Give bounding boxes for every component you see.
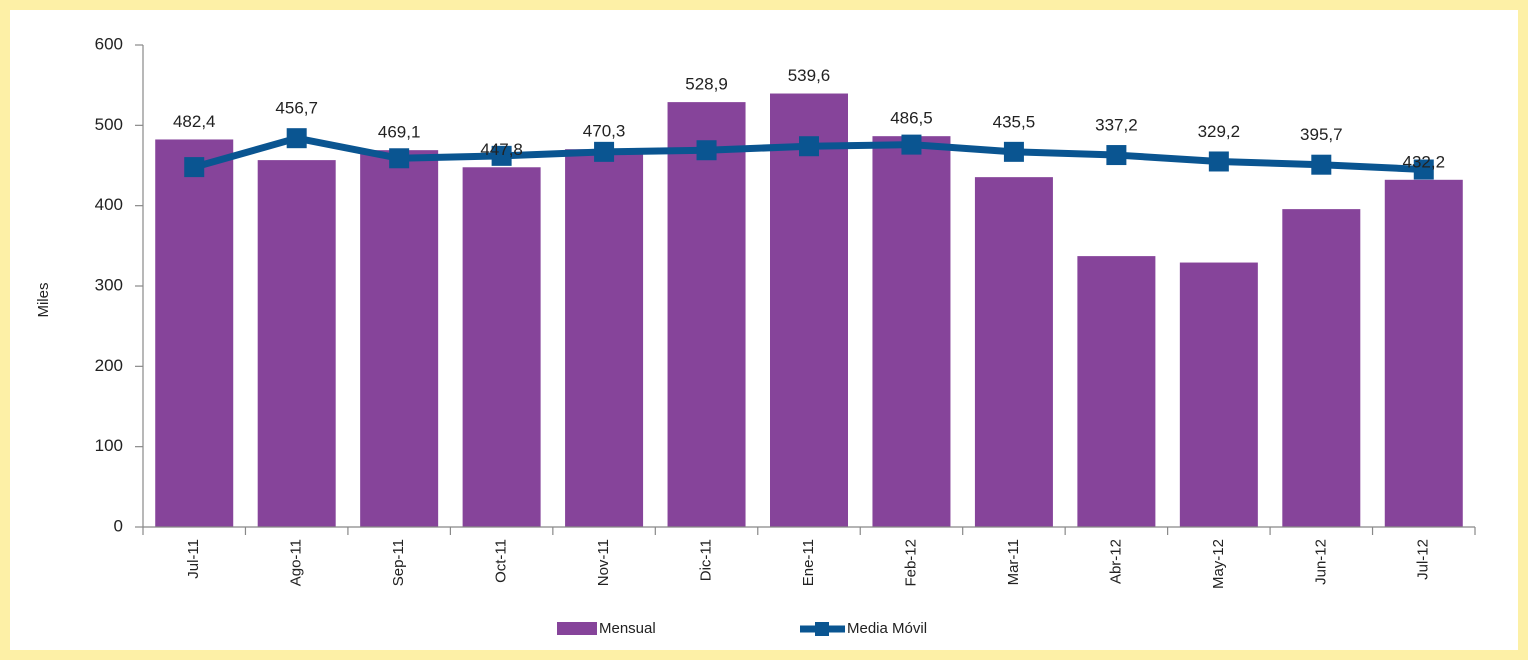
bar: [1282, 209, 1361, 527]
line-marker: [696, 140, 717, 161]
x-tick-label: May-12: [1210, 539, 1227, 589]
bar: [974, 177, 1053, 528]
y-tick-label: 600: [95, 34, 123, 53]
line-marker: [286, 128, 307, 149]
x-tick-label: Mar-11: [1005, 539, 1022, 585]
data-label: 395,7: [1300, 125, 1343, 144]
line-marker: [389, 148, 410, 169]
x-tick-label: Jul-12: [1415, 539, 1432, 580]
data-label: 528,9: [685, 75, 728, 94]
data-label: 482,4: [173, 112, 216, 131]
x-tick-label: Ene-11: [800, 539, 817, 586]
bar: [1384, 179, 1463, 528]
y-axis-label: Miles: [35, 282, 52, 317]
x-tick-label: Jul-11: [185, 539, 202, 579]
data-label: 469,1: [378, 123, 421, 142]
y-tick-label: 100: [95, 436, 123, 455]
legend-label: Mensual: [599, 620, 656, 637]
line-marker: [184, 157, 205, 178]
y-tick-label: 500: [95, 115, 123, 134]
bar: [155, 139, 234, 528]
bar: [667, 102, 746, 527]
y-tick-label: 0: [114, 516, 123, 535]
data-label: 539,6: [788, 66, 831, 85]
bar: [872, 136, 951, 527]
data-label: 470,3: [583, 122, 626, 141]
data-label: 447,8: [480, 140, 523, 159]
line-marker: [799, 136, 819, 157]
x-tick-label: Feb-12: [902, 539, 919, 587]
x-tick-label: Oct-11: [493, 539, 510, 583]
x-tick-label: Ago-11: [288, 539, 305, 586]
x-tick-label: Dic-11: [698, 539, 715, 581]
bar: [565, 149, 644, 528]
bar: [257, 160, 336, 527]
bar: [360, 150, 439, 528]
x-tick-label: Nov-11: [595, 539, 612, 586]
data-label: 337,2: [1095, 116, 1138, 135]
legend-swatch: [557, 622, 597, 635]
legend-label: Media Móvil: [847, 620, 927, 637]
line-marker: [901, 134, 922, 155]
line-marker: [491, 145, 512, 166]
data-label: 456,7: [275, 99, 318, 118]
line-marker: [1106, 145, 1127, 166]
data-label: 486,5: [890, 109, 933, 128]
line-marker: [1208, 151, 1229, 172]
x-tick-label: Abr-12: [1107, 539, 1124, 584]
data-label: 435,5: [993, 112, 1036, 131]
y-tick-label: 400: [95, 195, 123, 214]
x-tick-label: Jun-12: [1312, 539, 1329, 585]
line-marker: [1311, 154, 1332, 175]
bar: [1077, 256, 1156, 527]
data-label: 329,2: [1198, 122, 1241, 141]
line-marker: [1003, 141, 1024, 162]
data-label: 432,2: [1402, 152, 1445, 171]
bar: [770, 93, 848, 527]
line-marker: [594, 141, 615, 162]
legend-swatch: [815, 622, 829, 636]
bar: [1179, 262, 1258, 527]
bar: [462, 167, 541, 527]
y-tick-label: 300: [95, 275, 123, 294]
x-tick-label: Sep-11: [390, 539, 407, 586]
line-marker: [1413, 159, 1434, 180]
y-tick-label: 200: [95, 356, 123, 375]
